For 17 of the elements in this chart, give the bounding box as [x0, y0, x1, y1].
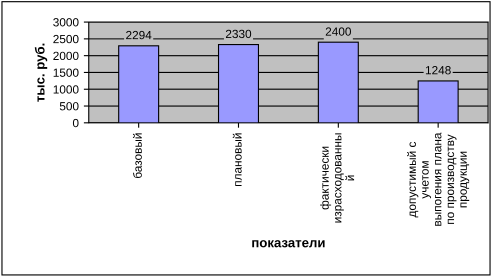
data-label: 2330	[226, 30, 252, 38]
x-tick-label: плановый	[232, 133, 242, 186]
y-axis-title: тыс. руб.	[34, 44, 48, 102]
data-label: 1248	[426, 66, 451, 74]
data-label: 2294	[126, 30, 152, 40]
data-label: 2400	[326, 27, 351, 36]
y-tick-label: 3000	[53, 18, 79, 26]
y-tick-label: 500	[60, 102, 79, 110]
x-tick-label: фактически израсходованны й	[320, 133, 354, 223]
y-tick-label: 0	[72, 118, 79, 128]
x-tick-label: допустимый с учетом выпогения плана по производству продукции	[407, 132, 470, 226]
y-tick-label: 2500	[53, 34, 79, 44]
x-axis-title: показатели	[252, 240, 325, 248]
y-tick-label: 1000	[54, 85, 79, 94]
x-tick-label: базовый	[132, 133, 142, 178]
y-tick-label: 1500	[54, 68, 79, 77]
y-tick-label: 2000	[53, 52, 79, 60]
